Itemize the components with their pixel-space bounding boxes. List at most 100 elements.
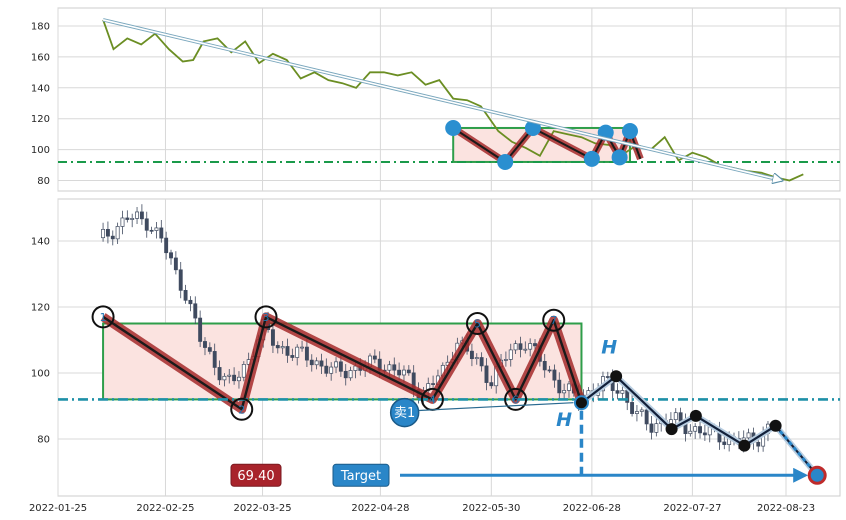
candle-body bbox=[469, 350, 474, 360]
projection-final-leg bbox=[774, 424, 819, 477]
candle-body bbox=[275, 345, 280, 349]
target-marker bbox=[807, 465, 827, 485]
candle-body bbox=[338, 361, 343, 372]
candle-body bbox=[144, 218, 149, 231]
x-tick-label: 2022-05-30 bbox=[462, 503, 520, 514]
candle-body bbox=[105, 228, 110, 237]
candle-body bbox=[304, 346, 309, 361]
pivot-circle bbox=[254, 305, 278, 329]
candle-body bbox=[227, 374, 232, 377]
candle-body bbox=[198, 317, 203, 342]
candle-body bbox=[489, 382, 494, 387]
candle-body bbox=[562, 390, 567, 394]
candle-body bbox=[125, 217, 130, 220]
breakout-dot bbox=[573, 395, 589, 411]
candle-body bbox=[270, 329, 275, 346]
pivot-circle bbox=[91, 305, 115, 329]
top-y-tick-label: 160 bbox=[31, 52, 50, 63]
candle-body bbox=[120, 217, 125, 227]
candle-body bbox=[513, 343, 518, 351]
candle-body bbox=[135, 211, 139, 219]
top-grid bbox=[57, 8, 840, 191]
candle-body bbox=[392, 364, 397, 371]
pivot-number: 5 bbox=[474, 318, 481, 331]
top-pivot-dot bbox=[445, 119, 462, 136]
candle-body bbox=[654, 423, 659, 433]
candle-body bbox=[217, 367, 222, 381]
candle-body bbox=[484, 365, 489, 383]
candle-body bbox=[508, 349, 513, 360]
candle-body bbox=[474, 357, 479, 360]
candle-body bbox=[101, 228, 106, 239]
bottom-x-axis: 2022-01-25 2022-02-25 2022-03-25 2022-04-28… bbox=[29, 503, 815, 514]
candle-body bbox=[324, 365, 329, 374]
target-arrow bbox=[400, 410, 827, 485]
candle-body bbox=[173, 257, 178, 271]
candle-body bbox=[203, 341, 207, 348]
candle-body bbox=[406, 369, 411, 374]
candle-body bbox=[115, 226, 120, 240]
candle-body bbox=[402, 369, 406, 376]
candle-body bbox=[169, 252, 173, 259]
bottom-y-axis: 80 100 120 140 bbox=[31, 237, 50, 446]
pivot-number: 4 bbox=[429, 393, 436, 406]
top-trend-arrow-body bbox=[102, 19, 782, 181]
candle-body bbox=[693, 426, 698, 432]
pivot-circle bbox=[542, 308, 566, 332]
projection-dot bbox=[689, 409, 702, 422]
projection-dot bbox=[769, 419, 782, 432]
x-tick-label: 2022-04-28 bbox=[351, 503, 409, 514]
candle-body bbox=[319, 360, 324, 367]
candle-body bbox=[605, 376, 610, 378]
candle-body bbox=[698, 426, 702, 434]
candle-body bbox=[372, 355, 377, 360]
x-tick-label: 2022-08-23 bbox=[757, 503, 815, 514]
candle-body bbox=[756, 441, 761, 447]
pivot-number: 6 bbox=[512, 393, 519, 406]
projection-dot bbox=[738, 439, 751, 452]
candle-body bbox=[702, 432, 707, 436]
candle-body bbox=[542, 361, 547, 371]
x-tick-label: 2022-01-25 bbox=[29, 503, 87, 514]
pattern-zigzag bbox=[100, 312, 586, 414]
candle-body bbox=[688, 430, 693, 435]
candle-body bbox=[188, 299, 193, 305]
pivot-circle bbox=[465, 312, 489, 335]
top-pivot-dot bbox=[622, 123, 638, 140]
candle-body bbox=[290, 355, 295, 358]
top-y-tick-label: 180 bbox=[31, 22, 50, 33]
pivot-circle bbox=[504, 387, 528, 411]
projection-path bbox=[579, 370, 820, 478]
h-marker-label: H bbox=[601, 337, 617, 359]
pivot-number: 3 bbox=[263, 311, 270, 324]
x-tick-label: 2022-07-27 bbox=[663, 503, 721, 514]
pivot-number: 2 bbox=[238, 403, 245, 416]
sell-marker-circle bbox=[389, 397, 420, 428]
top-pivot-dot bbox=[611, 149, 628, 166]
candle-body bbox=[746, 432, 751, 439]
top-pivot-dot bbox=[583, 150, 600, 167]
candle-body bbox=[649, 423, 654, 433]
top-panel: 80 100 120 140 160 180 bbox=[31, 7, 841, 192]
candle-body bbox=[237, 376, 241, 382]
x-tick-label: 2022-06-28 bbox=[563, 503, 621, 514]
projection-dot bbox=[610, 370, 623, 383]
candle-body bbox=[722, 441, 727, 445]
sell-marker-label: 卖1 bbox=[394, 406, 415, 421]
candle-body bbox=[329, 366, 334, 374]
candle-body bbox=[300, 346, 305, 349]
top-y-tick-label: 140 bbox=[31, 83, 50, 94]
candle-body bbox=[567, 383, 571, 391]
candle-body bbox=[309, 359, 314, 366]
candle-body bbox=[547, 369, 552, 372]
candle-body bbox=[130, 218, 135, 220]
target-badge bbox=[332, 463, 390, 487]
candle-body bbox=[348, 370, 353, 379]
bottom-y-tick-label: 140 bbox=[31, 237, 50, 248]
candle-body bbox=[241, 364, 246, 378]
candle-body bbox=[431, 383, 436, 385]
candle-body bbox=[183, 290, 188, 301]
target-badge-label: Target bbox=[340, 469, 381, 484]
candle-body bbox=[620, 390, 625, 394]
candle-body bbox=[678, 412, 683, 422]
